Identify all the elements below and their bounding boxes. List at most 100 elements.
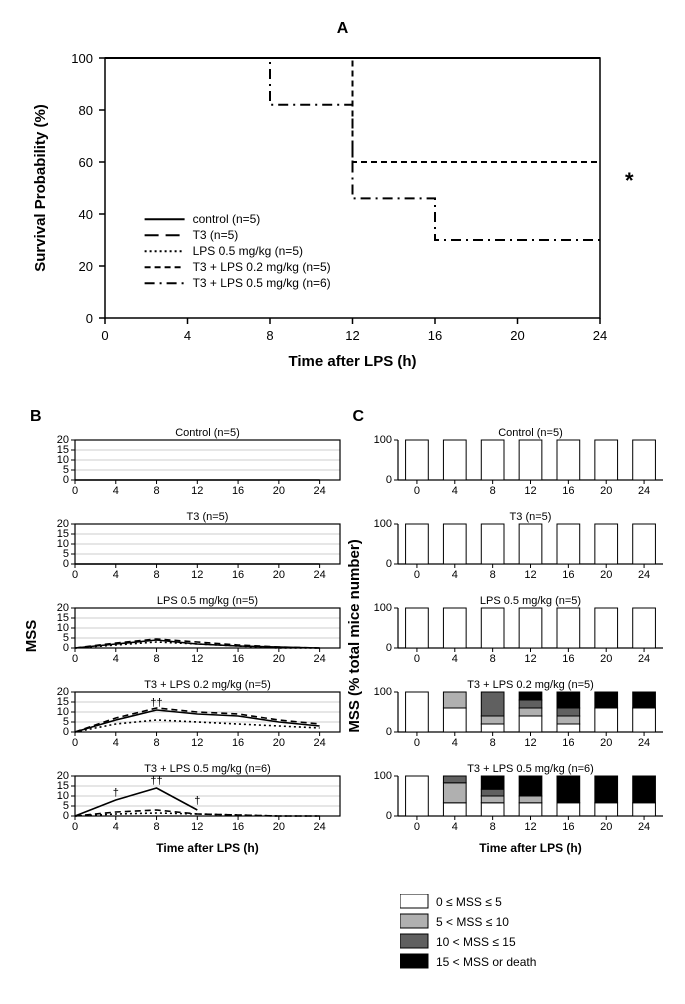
svg-text:16: 16: [232, 737, 244, 749]
svg-text:12: 12: [524, 737, 536, 749]
svg-text:60: 60: [79, 155, 93, 170]
svg-text:Control (n=5): Control (n=5): [175, 427, 240, 439]
svg-text:20: 20: [57, 686, 69, 698]
svg-text:4: 4: [184, 328, 191, 343]
svg-text:†: †: [194, 795, 200, 807]
svg-text:20: 20: [57, 518, 69, 530]
panel-b-chart: MSSControl (n=5)0510152004812162024T3 (n…: [20, 426, 350, 886]
svg-text:24: 24: [637, 569, 649, 581]
svg-text:T3 + LPS 0.5 mg/kg (n=6): T3 + LPS 0.5 mg/kg (n=6): [467, 763, 594, 775]
svg-text:12: 12: [524, 821, 536, 833]
svg-text:8: 8: [489, 821, 495, 833]
svg-text:0: 0: [413, 737, 419, 749]
svg-text:Time after LPS (h): Time after LPS (h): [479, 841, 581, 855]
svg-text:T3 + LPS 0.2 mg/kg (n=5): T3 + LPS 0.2 mg/kg (n=5): [467, 679, 594, 691]
svg-text:8: 8: [489, 569, 495, 581]
svg-text:0 ≤ MSS ≤ 5: 0 ≤ MSS ≤ 5: [436, 895, 502, 909]
panel-a-chart: 04812162024020406080100Time after LPS (h…: [20, 38, 640, 378]
svg-text:Control (n=5): Control (n=5): [498, 427, 563, 439]
svg-text:Time after LPS (h): Time after LPS (h): [156, 841, 258, 855]
svg-text:0: 0: [413, 485, 419, 497]
svg-text:5 < MSS ≤ 10: 5 < MSS ≤ 10: [436, 915, 509, 929]
svg-text:16: 16: [232, 653, 244, 665]
panel-c-chart: MSS (% total mice number) Control (n=5) 0 1…: [343, 426, 673, 886]
svg-text:100: 100: [71, 51, 93, 66]
svg-text:16: 16: [562, 653, 574, 665]
panel-b-letter: B: [30, 408, 42, 425]
svg-text:20: 20: [273, 821, 285, 833]
svg-text:T3 + LPS 0.5 mg/kg (n=6): T3 + LPS 0.5 mg/kg (n=6): [193, 276, 331, 290]
svg-text:24: 24: [313, 485, 325, 497]
svg-text:20: 20: [600, 653, 612, 665]
svg-text:12: 12: [191, 485, 203, 497]
svg-text:8: 8: [489, 653, 495, 665]
svg-text:100: 100: [373, 518, 391, 530]
svg-text:20: 20: [600, 737, 612, 749]
svg-text:16: 16: [562, 737, 574, 749]
svg-text:4: 4: [451, 821, 457, 833]
svg-text:40: 40: [79, 207, 93, 222]
svg-text:24: 24: [637, 821, 649, 833]
svg-text:20: 20: [57, 434, 69, 446]
svg-text:16: 16: [562, 569, 574, 581]
panel-a-letter: A: [337, 20, 349, 37]
svg-text:T3 + LPS 0.2 mg/kg (n=5): T3 + LPS 0.2 mg/kg (n=5): [144, 679, 271, 691]
svg-text:LPS 0.5 mg/kg (n=5): LPS 0.5 mg/kg (n=5): [193, 244, 303, 258]
svg-text:8: 8: [266, 328, 273, 343]
svg-text:12: 12: [191, 821, 203, 833]
svg-text:†: †: [113, 787, 119, 799]
svg-text:4: 4: [451, 485, 457, 497]
svg-text:††: ††: [150, 697, 162, 709]
svg-text:24: 24: [637, 653, 649, 665]
svg-text:4: 4: [451, 569, 457, 581]
svg-text:MSS (% total mice number): MSS (% total mice number): [346, 539, 363, 732]
svg-text:20: 20: [79, 259, 93, 274]
svg-text:20: 20: [600, 485, 612, 497]
svg-text:20: 20: [510, 328, 524, 343]
svg-text:4: 4: [113, 485, 119, 497]
svg-text:24: 24: [313, 821, 325, 833]
svg-text:T3 (n=5): T3 (n=5): [187, 511, 229, 523]
svg-text:4: 4: [113, 821, 119, 833]
svg-text:8: 8: [153, 485, 159, 497]
svg-text:100: 100: [373, 602, 391, 614]
svg-text:4: 4: [113, 569, 119, 581]
svg-text:12: 12: [191, 569, 203, 581]
svg-text:4: 4: [113, 653, 119, 665]
svg-text:4: 4: [451, 653, 457, 665]
svg-text:24: 24: [313, 569, 325, 581]
svg-text:MSS: MSS: [23, 620, 40, 653]
svg-text:T3 + LPS 0.2 mg/kg (n=5): T3 + LPS 0.2 mg/kg (n=5): [193, 260, 331, 274]
svg-text:4: 4: [451, 737, 457, 749]
figure-root: A 04812162024020406080100Time after LPS …: [20, 20, 665, 984]
svg-text:20: 20: [57, 602, 69, 614]
svg-text:LPS 0.5 mg/kg (n=5): LPS 0.5 mg/kg (n=5): [479, 595, 580, 607]
svg-text:15 < MSS or death: 15 < MSS or death: [436, 955, 536, 969]
svg-text:16: 16: [428, 328, 442, 343]
svg-text:Survival Probability (%): Survival Probability (%): [32, 104, 49, 272]
svg-text:20: 20: [273, 569, 285, 581]
svg-text:100: 100: [373, 434, 391, 446]
svg-text:††: ††: [150, 775, 162, 787]
svg-text:T3 (n=5): T3 (n=5): [509, 511, 551, 523]
svg-text:12: 12: [524, 653, 536, 665]
svg-text:0: 0: [413, 821, 419, 833]
svg-text:0: 0: [86, 311, 93, 326]
svg-text:4: 4: [113, 737, 119, 749]
svg-text:0: 0: [385, 558, 391, 570]
svg-text:0: 0: [72, 653, 78, 665]
svg-text:16: 16: [562, 821, 574, 833]
svg-text:12: 12: [345, 328, 359, 343]
svg-text:0: 0: [385, 474, 391, 486]
svg-text:20: 20: [273, 653, 285, 665]
svg-text:20: 20: [273, 485, 285, 497]
panel-a-wrapper: A: [20, 20, 665, 38]
svg-text:0: 0: [385, 726, 391, 738]
svg-text:control (n=5): control (n=5): [193, 212, 261, 226]
svg-text:24: 24: [313, 737, 325, 749]
svg-text:16: 16: [232, 569, 244, 581]
svg-text:0: 0: [101, 328, 108, 343]
svg-text:T3 + LPS 0.5 mg/kg (n=6): T3 + LPS 0.5 mg/kg (n=6): [144, 763, 271, 775]
svg-text:*: *: [625, 168, 634, 193]
svg-text:0: 0: [72, 569, 78, 581]
